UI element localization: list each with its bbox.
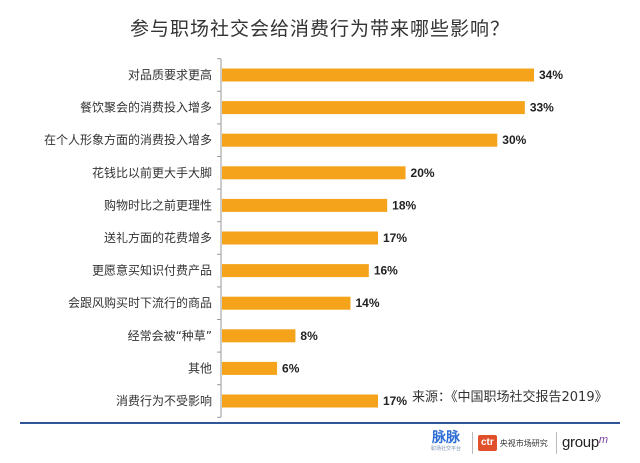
data-label: 6% — [282, 361, 300, 375]
bar — [222, 68, 534, 82]
data-label: 30% — [502, 133, 526, 147]
maimai-logo-subtext: 职场社交平台 — [430, 446, 461, 452]
bar — [222, 101, 525, 115]
data-label: 8% — [300, 329, 318, 343]
bar — [222, 198, 388, 212]
bar-chart: 对品质要求更高 34% 餐饮聚会的消费投入增多 33% 在个人形象方面的消费投入增多 30… — [44, 58, 563, 418]
logo-separator — [472, 432, 473, 454]
source-note: 来源：《中国职场社交报告2019》 — [412, 390, 608, 405]
category-label: 购物时比之前更理性 — [104, 197, 212, 212]
ctr-logo: ctr 央视市场研究 — [478, 432, 548, 454]
category-label: 消费行为不受影响 — [116, 393, 212, 408]
data-label: 34% — [539, 68, 563, 82]
groupm-logo-mark: m — [598, 434, 608, 446]
category-label: 会跟风购买时下流行的商品 — [68, 295, 212, 310]
footer-divider — [20, 422, 620, 424]
data-label: 20% — [411, 166, 435, 180]
category-label: 送礼方面的花费增多 — [104, 230, 212, 245]
chart-title: 参与职场社交会给消费行为带来哪些影响？ — [129, 18, 510, 40]
maimai-logo-text: 脉脉 — [432, 430, 460, 446]
category-label: 花钱比以前更大手大脚 — [92, 165, 212, 180]
ctr-logo-badge: ctr — [478, 435, 497, 451]
category-label: 在个人形象方面的消费投入增多 — [44, 132, 212, 147]
data-label: 14% — [355, 296, 379, 310]
category-label: 更愿意买知识付费产品 — [92, 263, 212, 278]
groupm-logo: groupm — [562, 434, 608, 451]
data-label: 17% — [383, 394, 407, 408]
data-label: 16% — [374, 264, 398, 278]
category-label: 餐饮聚会的消费投入增多 — [80, 100, 212, 115]
category-label: 对品质要求更高 — [128, 67, 212, 82]
bar — [222, 166, 406, 180]
bar — [222, 231, 378, 245]
data-label: 17% — [383, 231, 407, 245]
bar — [222, 394, 378, 408]
data-label: 18% — [392, 198, 416, 212]
bar — [222, 264, 369, 278]
data-label: 33% — [530, 101, 554, 115]
bar — [222, 329, 296, 343]
bar — [222, 361, 278, 375]
maimai-logo: 脉脉 职场社交平台 — [424, 430, 468, 453]
footer-logos: 脉脉 职场社交平台 ctr 央视市场研究 groupm — [0, 426, 640, 463]
groupm-logo-text: group — [562, 434, 599, 451]
category-label: 经常会被“种草” — [128, 329, 212, 343]
ctr-logo-text: 央视市场研究 — [499, 438, 548, 448]
category-label: 其他 — [188, 361, 212, 375]
bar — [222, 296, 351, 310]
logo-separator — [556, 432, 557, 454]
bar — [222, 133, 498, 147]
